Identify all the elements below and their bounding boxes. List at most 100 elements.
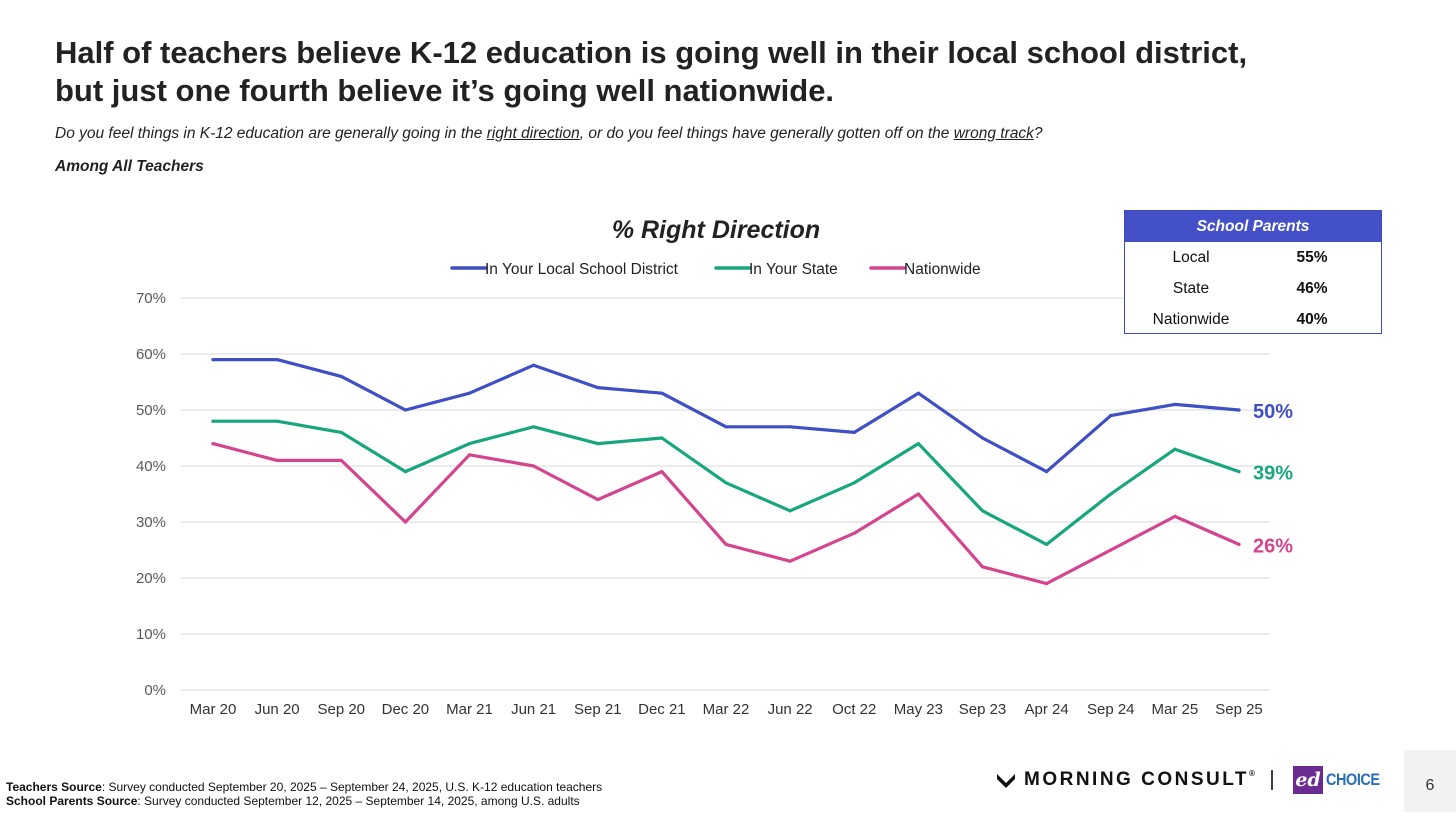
x-tick-label: Dec 21 <box>638 701 686 718</box>
data-point <box>788 559 792 563</box>
data-point <box>1045 542 1049 547</box>
data-point <box>1109 492 1113 496</box>
data-point <box>724 542 728 547</box>
source-footer: Teachers Source: Survey conducted Septem… <box>6 780 602 808</box>
data-point <box>275 419 279 423</box>
data-point <box>724 481 728 485</box>
data-point <box>1109 548 1113 552</box>
parents-row-value: 46% <box>1296 280 1328 297</box>
x-tick-label: Sep 20 <box>317 701 365 718</box>
question-text-pre: Do you feel things in K-12 education are… <box>55 125 487 142</box>
data-point <box>211 358 215 362</box>
x-tick-label: May 23 <box>894 701 943 718</box>
data-point <box>596 498 600 502</box>
registered-mark: ® <box>1249 769 1258 778</box>
data-point <box>532 464 536 468</box>
x-tick-label: Jun 20 <box>255 701 300 718</box>
data-point <box>1173 514 1177 519</box>
data-point <box>339 430 343 434</box>
parents-row-value: 40% <box>1296 311 1328 328</box>
x-tick-label: Mar 25 <box>1152 701 1199 718</box>
parents-row-state: State 46% <box>1125 273 1381 304</box>
parents-row-value: 55% <box>1296 249 1328 266</box>
data-point <box>1173 447 1177 451</box>
x-tick-label: Jun 21 <box>511 701 556 718</box>
data-point <box>852 531 856 535</box>
data-point <box>532 425 536 429</box>
data-point <box>1173 402 1177 406</box>
morning-consult-mark-icon <box>997 774 1015 788</box>
data-point <box>467 453 472 457</box>
data-point <box>852 430 856 434</box>
x-tick-label: Mar 21 <box>446 701 493 718</box>
data-point <box>1237 470 1241 474</box>
end-data-label: 50% <box>1253 401 1293 423</box>
line-chart: % Right Direction 0% 10% 20% 30% 40% 50% 60% 70%… <box>136 216 1293 718</box>
data-point <box>916 442 920 446</box>
x-tick-label: Dec 20 <box>382 701 430 718</box>
data-point <box>532 363 536 367</box>
y-tick-label: 40% <box>136 458 166 475</box>
x-tick-label: Jun 22 <box>768 701 813 718</box>
parents-row-local: Local 55% <box>1125 242 1381 273</box>
data-point <box>916 492 920 496</box>
data-point <box>660 470 664 474</box>
parents-row-nationwide: Nationwide 40% <box>1125 304 1381 335</box>
y-tick-label: 30% <box>136 514 166 531</box>
x-tick-label: Mar 22 <box>703 701 750 718</box>
data-point <box>852 481 856 485</box>
edchoice-logo: ed CHOICE <box>1293 766 1389 794</box>
x-tick-label: Apr 24 <box>1025 701 1069 718</box>
data-point <box>467 442 472 446</box>
data-point <box>339 374 343 378</box>
survey-question: Do you feel things in K-12 education are… <box>55 125 1042 143</box>
x-tick-label: Sep 21 <box>574 701 622 718</box>
data-point <box>339 458 343 462</box>
morning-consult-wordmark: MORNING CONSULT <box>1024 769 1250 790</box>
question-text-post: ? <box>1033 125 1043 142</box>
y-tick-label: 10% <box>136 626 166 643</box>
question-right-direction: right direction <box>486 125 580 142</box>
legend-label: In Your Local School District <box>485 261 679 278</box>
data-point <box>660 391 664 395</box>
data-point <box>788 425 792 429</box>
data-point <box>596 386 600 390</box>
series-line <box>211 358 1241 474</box>
parents-row-label: Nationwide <box>1152 311 1230 328</box>
data-point <box>1045 582 1049 586</box>
data-point <box>980 509 985 513</box>
edchoice-ed-mark: ed <box>1293 766 1323 794</box>
edchoice-wordmark: CHOICE <box>1326 770 1380 789</box>
legend-label: In Your State <box>749 261 838 278</box>
data-point <box>403 470 407 474</box>
data-point <box>467 391 472 395</box>
logo-divider <box>1271 770 1273 790</box>
teachers-source-text: : Survey conducted September 20, 2025 – … <box>101 780 603 794</box>
y-tick-label: 70% <box>136 290 166 307</box>
data-point <box>403 408 407 412</box>
data-point <box>660 436 664 440</box>
legend-label: Nationwide <box>904 261 981 278</box>
data-point <box>275 358 279 362</box>
y-tick-label: 0% <box>144 682 166 699</box>
data-point <box>275 458 279 462</box>
data-point <box>980 436 985 440</box>
data-point <box>916 391 920 395</box>
y-tick-label: 20% <box>136 570 166 587</box>
data-point <box>1237 408 1241 412</box>
morning-consult-logo: MORNING CONSULT® <box>996 767 1257 793</box>
school-parents-header: School Parents <box>1125 211 1381 242</box>
teachers-source: Teachers Source: Survey conducted Septem… <box>6 780 602 794</box>
y-tick-label: 50% <box>136 402 166 419</box>
data-point <box>211 442 215 446</box>
x-tick-label: Sep 23 <box>959 701 1007 718</box>
x-tick-label: Sep 24 <box>1087 701 1135 718</box>
data-point <box>1045 470 1049 474</box>
parents-source: School Parents Source: Survey conducted … <box>6 794 602 808</box>
data-point <box>724 425 728 429</box>
y-tick-label: 60% <box>136 346 166 363</box>
title-line-2: but just one fourth believe it’s going w… <box>55 73 835 108</box>
data-point <box>596 442 600 446</box>
end-data-label: 26% <box>1253 535 1293 557</box>
x-tick-label: Oct 22 <box>832 701 876 718</box>
